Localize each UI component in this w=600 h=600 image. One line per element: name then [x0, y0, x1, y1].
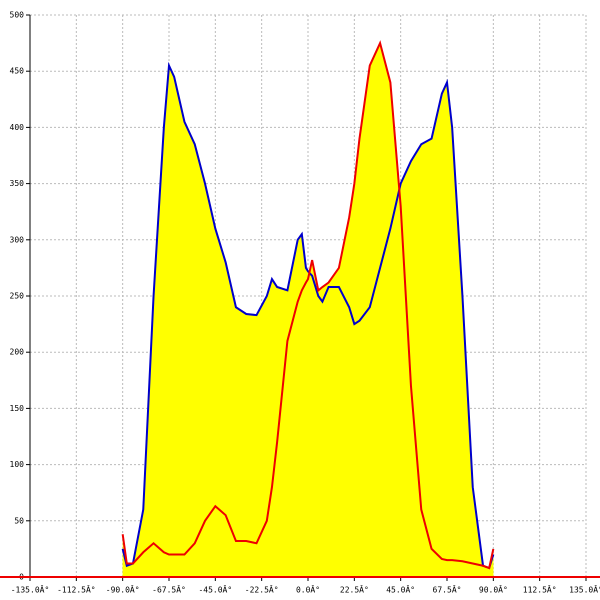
x-tick-label: -112.5Â°	[57, 584, 96, 595]
x-tick-label: 90.0Â°	[479, 584, 508, 595]
x-tick-label: -45.0Â°	[198, 584, 232, 595]
y-tick-label: 150	[10, 404, 25, 413]
x-tick-label: 67.5Â°	[433, 584, 462, 595]
y-tick-label: 450	[10, 67, 25, 76]
area	[122, 43, 494, 578]
x-tick-label: 135.0Â°	[569, 584, 600, 595]
line	[121, 40, 495, 570]
y-tick-label: 500	[10, 11, 25, 20]
x-tick-label: -22.5Â°	[245, 584, 279, 595]
x-tick-label: 45.0Â°	[386, 584, 415, 595]
x-tick-label: -90.0Â°	[106, 584, 140, 595]
x-tick-label: 0.0Â°	[296, 584, 320, 595]
y-tick-label: 400	[10, 123, 25, 132]
x-tick-label: 112.5Â°	[523, 584, 557, 595]
x-tick-label: -135.0Â°	[11, 584, 50, 595]
y-tick-label: 50	[14, 516, 24, 525]
y-tick-label: 200	[10, 348, 25, 357]
y-tick-label: 300	[10, 235, 25, 244]
x-tick-label: 22.5Â°	[340, 584, 369, 595]
x-tick-label: -67.5Â°	[152, 584, 186, 595]
y-tick-label: 100	[10, 460, 25, 469]
y-tick-label: 250	[10, 292, 25, 301]
line	[121, 61, 495, 570]
y-tick-label: 350	[10, 179, 25, 188]
